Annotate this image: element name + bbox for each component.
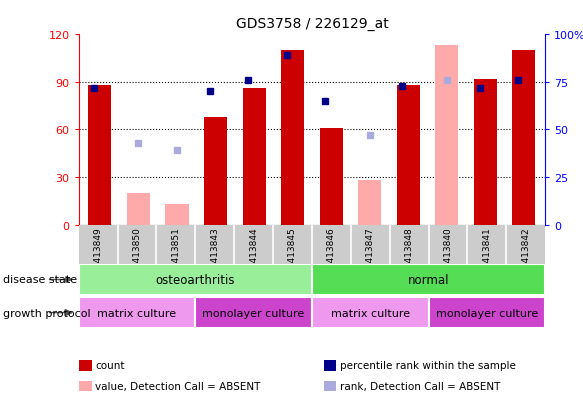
Bar <box>195 297 312 328</box>
Bar <box>474 79 497 225</box>
Text: GSM413845: GSM413845 <box>288 227 297 281</box>
Title: GDS3758 / 226129_at: GDS3758 / 226129_at <box>236 17 388 31</box>
Text: GSM413843: GSM413843 <box>210 227 219 281</box>
Bar <box>243 89 266 225</box>
Text: GSM413846: GSM413846 <box>327 227 336 281</box>
Text: GSM413849: GSM413849 <box>94 227 103 281</box>
Bar <box>127 193 150 225</box>
Bar <box>312 264 545 295</box>
Text: GSM413841: GSM413841 <box>482 227 491 281</box>
Bar <box>79 297 195 328</box>
Bar <box>204 117 227 225</box>
Text: GSM413848: GSM413848 <box>405 227 413 281</box>
Bar <box>512 51 535 225</box>
Text: osteoarthritis: osteoarthritis <box>156 273 235 286</box>
Text: rank, Detection Call = ABSENT: rank, Detection Call = ABSENT <box>340 381 500 391</box>
Text: matrix culture: matrix culture <box>331 308 410 318</box>
Text: GSM413844: GSM413844 <box>249 227 258 281</box>
Text: matrix culture: matrix culture <box>97 308 177 318</box>
Text: growth protocol: growth protocol <box>3 308 90 318</box>
Bar <box>89 86 111 225</box>
Bar <box>79 264 312 295</box>
Text: normal: normal <box>408 273 449 286</box>
Text: value, Detection Call = ABSENT: value, Detection Call = ABSENT <box>95 381 261 391</box>
Text: monolayer culture: monolayer culture <box>436 308 538 318</box>
Bar <box>358 181 381 225</box>
Text: GSM413842: GSM413842 <box>521 227 530 281</box>
Bar <box>166 204 188 225</box>
Bar <box>281 51 304 225</box>
Text: GSM413851: GSM413851 <box>171 227 180 281</box>
Text: GSM413840: GSM413840 <box>444 227 452 281</box>
Text: disease state: disease state <box>3 275 77 285</box>
Text: percentile rank within the sample: percentile rank within the sample <box>340 361 516 370</box>
Bar <box>396 86 420 225</box>
Text: monolayer culture: monolayer culture <box>202 308 305 318</box>
Text: GSM413847: GSM413847 <box>366 227 375 281</box>
Text: GSM413850: GSM413850 <box>132 227 142 281</box>
Bar <box>436 46 458 225</box>
Text: count: count <box>95 361 125 370</box>
Bar <box>429 297 545 328</box>
Bar <box>319 128 343 225</box>
Bar <box>312 297 429 328</box>
